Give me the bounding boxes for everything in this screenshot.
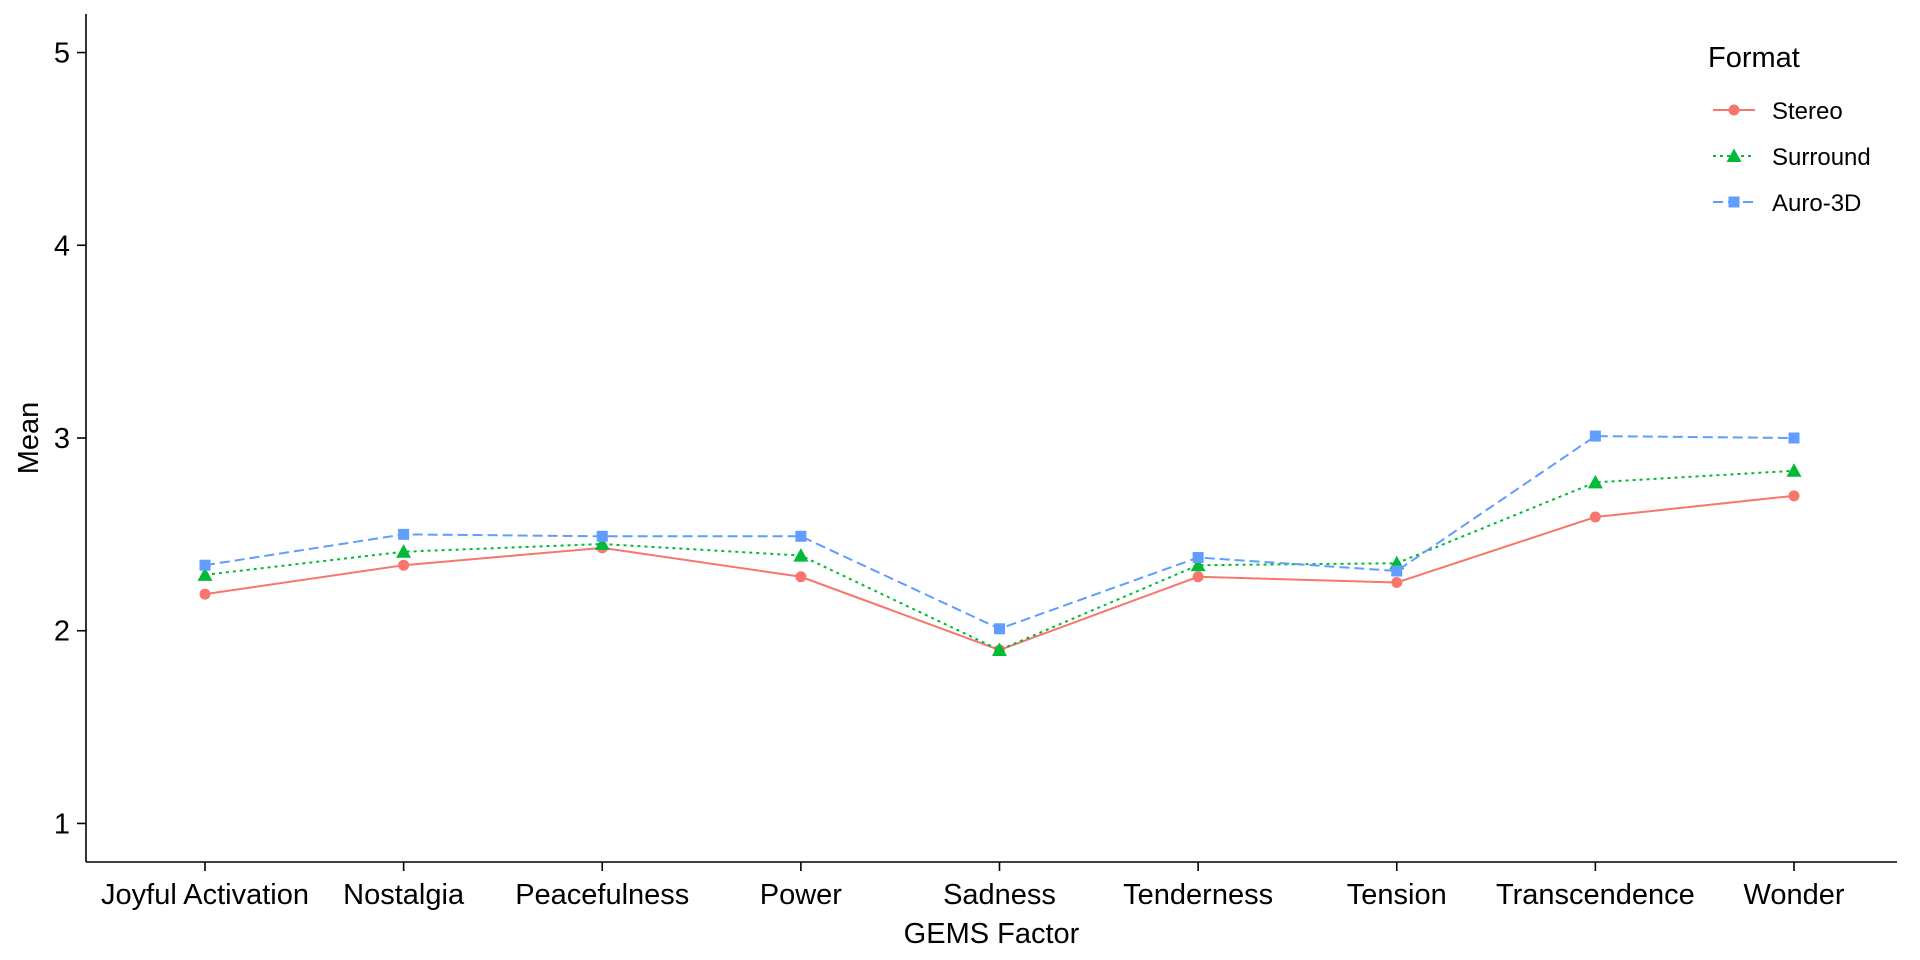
x-tick-label: Transcendence <box>1496 879 1695 911</box>
series-layer <box>197 430 1802 656</box>
series-auro-3d <box>199 430 1800 635</box>
y-tick-label: 2 <box>54 616 70 648</box>
legend-key-marker <box>1726 148 1742 162</box>
legend-key-marker <box>1728 196 1740 208</box>
legend-label: Surround <box>1772 144 1871 171</box>
x-tick-label: Joyful Activation <box>101 879 309 911</box>
x-axis-title: GEMS Factor <box>904 918 1080 950</box>
data-point <box>795 571 807 583</box>
data-point <box>994 623 1005 635</box>
y-tick-label: 4 <box>54 230 70 262</box>
data-point <box>199 588 211 600</box>
x-tick-label: Tenderness <box>1123 879 1273 911</box>
y-tick-label: 1 <box>54 808 70 840</box>
legend-title: Format <box>1708 42 1800 74</box>
data-point <box>199 559 211 571</box>
x-tick-label: Tension <box>1347 879 1447 911</box>
data-point <box>1391 577 1403 589</box>
data-point <box>1788 490 1800 502</box>
y-axis-title: Mean <box>13 402 45 475</box>
data-point <box>793 548 809 562</box>
data-point <box>1190 557 1206 572</box>
legend-item: Surround <box>1713 144 1871 171</box>
series-line <box>204 469 1795 652</box>
data-point <box>594 536 610 550</box>
data-point <box>1786 463 1802 477</box>
series-line <box>204 435 1795 630</box>
x-tick-label: Nostalgia <box>343 879 465 911</box>
data-point <box>1587 474 1603 489</box>
axes: 1 2 3 4 5 Joyful Activation Nostalgia Peacefuln… <box>54 14 1897 911</box>
x-tick-label: Sadness <box>943 879 1056 911</box>
legend-label: Auro-3D <box>1772 190 1861 217</box>
y-tick-label: 5 <box>54 38 70 70</box>
x-tick-label: Peacefulness <box>515 879 689 911</box>
data-point <box>197 567 213 581</box>
legend-item: Stereo <box>1713 98 1843 125</box>
data-point <box>1788 432 1800 444</box>
data-point <box>1192 571 1204 583</box>
data-point <box>398 528 410 540</box>
legend-label: Stereo <box>1772 98 1843 125</box>
data-point <box>1589 511 1601 523</box>
data-point <box>1391 565 1403 577</box>
data-point <box>795 530 807 542</box>
data-point <box>1589 430 1601 442</box>
x-tick-label: Wonder <box>1743 879 1844 911</box>
data-point <box>596 530 608 542</box>
data-point <box>398 559 410 571</box>
legend: Stereo Surround Auro-3D <box>1713 98 1871 217</box>
data-point <box>1192 551 1204 563</box>
x-tick-label: Power <box>760 879 843 911</box>
y-tick-label: 3 <box>54 423 70 455</box>
data-point <box>992 642 1007 656</box>
legend-key-marker <box>1728 104 1740 116</box>
data-point <box>396 544 412 558</box>
legend-item: Auro-3D <box>1713 190 1861 217</box>
